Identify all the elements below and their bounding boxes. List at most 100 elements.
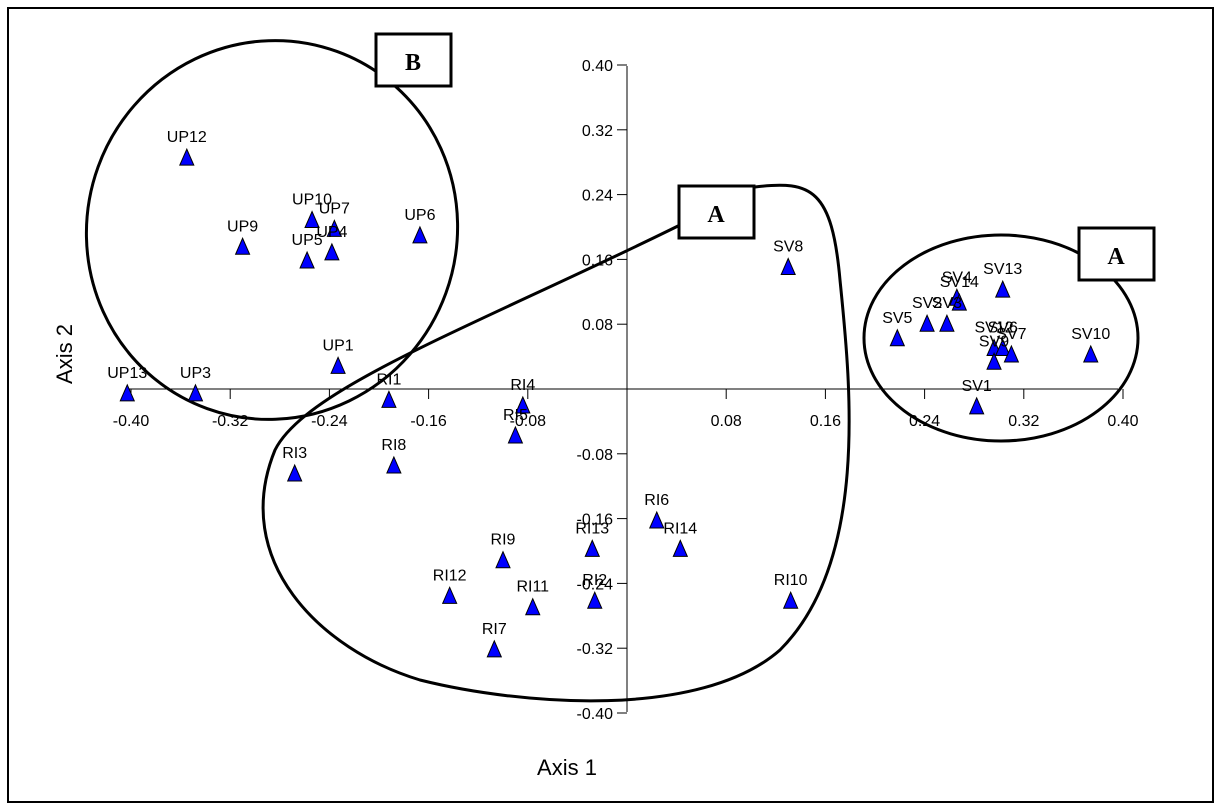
point-label-sv10: SV10: [1071, 326, 1110, 343]
point-marker-sv5: [889, 328, 906, 347]
group-a-right-label-box: [1077, 226, 1156, 282]
x-tick-label: 0.24: [909, 413, 940, 430]
x-tick-label: 0.32: [1008, 413, 1039, 430]
point-marker-ri8: [386, 455, 402, 474]
point-label-ri2: RI2: [582, 572, 607, 589]
point-label-sv6: SV6: [988, 320, 1018, 337]
x-axis-title: Axis 1: [537, 755, 597, 780]
group-a-center-outline: [261, 183, 851, 703]
point-label-up12: UP12: [167, 129, 207, 146]
point-marker-sv9: [986, 352, 1002, 370]
point-label-ri7: RI7: [482, 621, 507, 638]
point-marker-sv1: [968, 396, 985, 415]
point-marker-up12: [179, 147, 195, 166]
x-tick-label: -0.40: [113, 413, 150, 430]
chart-frame: [7, 7, 1214, 803]
point-label-ri5: RI5: [503, 407, 528, 424]
group-outlines: [84, 39, 1140, 703]
group-b-outline: [84, 39, 460, 421]
point-label-ri13: RI13: [575, 520, 609, 537]
y-tick-label: 0.32: [582, 123, 613, 140]
point-marker-ri1: [381, 390, 397, 408]
point-marker-up4: [324, 242, 340, 261]
x-tick-label: -0.08: [510, 413, 547, 430]
point-marker-ri9: [495, 550, 511, 569]
y-tick-label: -0.24: [577, 576, 614, 593]
point-label-up10: UP10: [292, 192, 332, 209]
point-marker-sv2: [919, 313, 935, 332]
y-tick-label: 0.24: [582, 188, 613, 205]
point-marker-sv6: [994, 338, 1011, 356]
point-marker-up1: [330, 356, 346, 374]
point-marker-sv7: [1003, 344, 1020, 363]
point-label-sv3: SV3: [932, 295, 962, 312]
point-marker-ri2: [586, 590, 603, 609]
point-label-ri4: RI4: [510, 377, 535, 394]
x-tick-label: 0.16: [810, 413, 841, 430]
point-label-ri9: RI9: [491, 532, 516, 549]
point-label-up4: UP4: [316, 224, 347, 241]
point-label-up5: UP5: [292, 232, 323, 249]
point-marker-ri4: [515, 395, 531, 414]
group-b-label: B: [405, 50, 421, 76]
point-marker-ri6: [648, 510, 665, 529]
x-tick-label: 0.40: [1107, 413, 1138, 430]
y-tick-label: -0.32: [577, 641, 614, 658]
point-label-sv4: SV4: [942, 269, 972, 286]
point-marker-ri12: [441, 586, 458, 604]
group-b-label-box: [374, 32, 453, 88]
x-tick-label: -0.32: [212, 413, 249, 430]
point-marker-sv13: [994, 279, 1011, 298]
y-tick-label: -0.08: [577, 447, 614, 464]
point-marker-up10: [304, 210, 320, 229]
point-label-sv14: SV14: [940, 274, 979, 291]
point-marker-sv10: [1082, 344, 1099, 363]
point-marker-ri11: [524, 597, 541, 616]
point-label-up6: UP6: [404, 207, 435, 224]
point-marker-up5: [299, 250, 315, 269]
y-axis-title: Axis 2: [52, 324, 77, 384]
group-a-center-label-box: [677, 184, 756, 240]
y-tick-label: -0.40: [577, 706, 614, 723]
point-marker-up13: [119, 383, 136, 402]
point-marker-ri3: [286, 463, 303, 482]
point-label-up3: UP3: [180, 365, 211, 382]
point-label-sv5: SV5: [882, 310, 912, 327]
point-marker-up7: [326, 219, 343, 237]
point-label-ri12: RI12: [433, 567, 467, 584]
point-label-sv9: SV9: [979, 333, 1009, 350]
x-tick-label: 0.08: [711, 413, 742, 430]
y-tick-label: -0.16: [577, 512, 614, 529]
point-label-sv13: SV13: [983, 261, 1022, 278]
point-marker-up9: [234, 237, 251, 255]
point-marker-up6: [412, 225, 428, 244]
point-label-up9: UP9: [227, 218, 258, 235]
point-label-ri8: RI8: [381, 437, 406, 454]
point-marker-ri13: [584, 539, 601, 557]
point-marker-sv8: [780, 257, 796, 275]
point-label-sv7: SV7: [996, 326, 1026, 343]
x-tick-label: -0.24: [311, 413, 348, 430]
axes: [127, 66, 1118, 712]
point-label-ri1: RI1: [376, 371, 401, 388]
point-label-ri3: RI3: [282, 445, 307, 462]
group-a-right-label: A: [1107, 244, 1125, 270]
y-tick-label: 0.16: [582, 252, 613, 269]
x-tick-label: -0.16: [410, 413, 447, 430]
group-a-right-outline: [862, 233, 1140, 443]
y-tick-label: 0.40: [582, 58, 613, 75]
y-tick-label: 0.08: [582, 317, 613, 334]
point-marker-ri14: [672, 539, 689, 557]
point-label-ri6: RI6: [644, 492, 669, 509]
point-marker-sv3: [939, 313, 955, 332]
point-label-ri11: RI11: [516, 579, 549, 596]
point-label-up13: UP13: [107, 365, 147, 382]
point-label-ri10: RI10: [774, 572, 808, 589]
point-marker-ri5: [507, 425, 524, 444]
point-label-sv12: SV12: [974, 320, 1013, 337]
point-marker-sv14: [951, 292, 968, 311]
point-label-sv8: SV8: [773, 239, 803, 256]
point-marker-up3: [187, 383, 204, 402]
